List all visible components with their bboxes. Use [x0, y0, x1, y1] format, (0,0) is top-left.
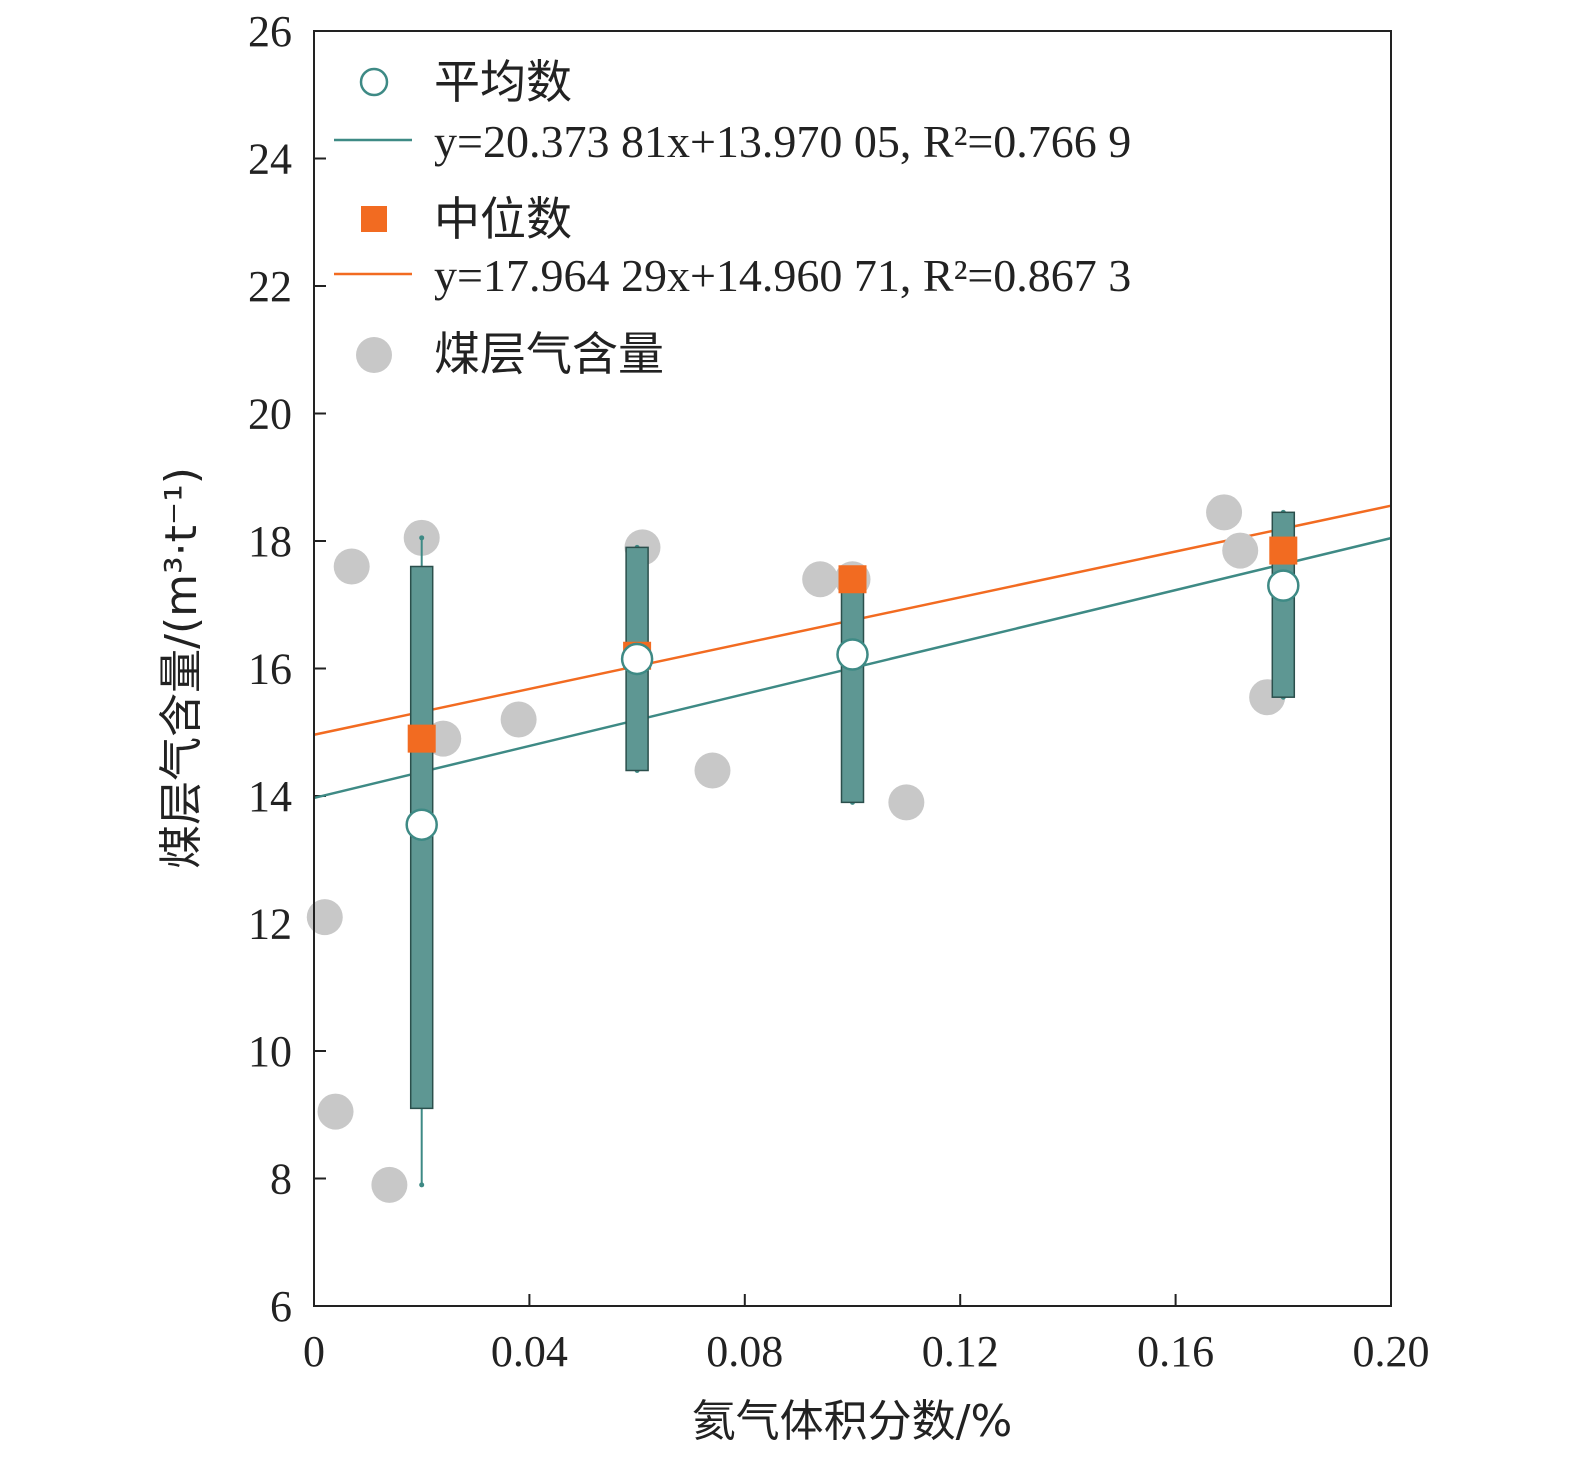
- x-axis-title: 氦气体积分数/%: [692, 1396, 1013, 1447]
- legend-raw-marker: [356, 337, 392, 373]
- x-tick-label: 0.20: [1353, 1327, 1430, 1376]
- legend-mean-marker: [359, 67, 389, 97]
- raw-points: [306, 494, 1286, 1203]
- legend-mean-label: 平均数: [434, 55, 572, 109]
- box-plots: [409, 509, 1296, 1188]
- raw-point: [1206, 494, 1243, 531]
- y-tick-label: 12: [248, 900, 292, 949]
- x-tick-label: 0.16: [1137, 1327, 1214, 1376]
- y-tick-label: 26: [248, 7, 292, 56]
- mean-point: [836, 638, 869, 671]
- y-tick-label: 10: [248, 1027, 292, 1076]
- median-point: [1269, 536, 1298, 565]
- y-tick-label: 18: [248, 517, 292, 566]
- raw-point: [888, 784, 925, 821]
- y-axis-title: 煤层气含量/(m³·t⁻¹): [156, 467, 207, 869]
- raw-point: [500, 701, 537, 738]
- raw-point: [371, 1166, 408, 1203]
- raw-point: [317, 1093, 354, 1130]
- raw-point: [306, 899, 343, 936]
- y-tick-label: 24: [248, 135, 292, 184]
- y-tick-label: 20: [248, 390, 292, 439]
- median-point: [838, 565, 867, 594]
- plot-frame: [313, 30, 1392, 1307]
- y-tick-label: 22: [248, 262, 292, 311]
- y-tick-label: 8: [270, 1155, 292, 1204]
- raw-point: [802, 561, 839, 598]
- mean-points: [405, 569, 1300, 841]
- legend-median-marker: [361, 206, 387, 232]
- legend-mean-fit-label: y=20.373 81x+13.970 05, R²=0.766 9: [434, 116, 1131, 167]
- legend-raw-label: 煤层气含量: [434, 327, 664, 381]
- median-point: [407, 724, 436, 753]
- y-tick-label: 16: [248, 645, 292, 694]
- axis-ticks: 0 0.04 0.08 0.12 0.16 0.20 6 8 10 12 14 16 18 20 22 24 2…: [248, 7, 1430, 1376]
- y-tick-label: 14: [248, 772, 292, 821]
- mean-point: [620, 642, 654, 676]
- x-tick-label: 0.08: [706, 1327, 783, 1376]
- raw-point: [694, 752, 731, 789]
- mean-point: [1267, 569, 1300, 602]
- y-tick-label: 6: [270, 1282, 292, 1331]
- raw-point: [1222, 532, 1259, 569]
- mean-point: [405, 808, 438, 841]
- box-body: [840, 578, 865, 804]
- box-whisker-cap: [419, 535, 425, 541]
- box-whisker-cap: [419, 1182, 425, 1188]
- raw-point: [333, 548, 370, 585]
- x-tick-label: 0.12: [922, 1327, 999, 1376]
- legend: 平均数 y=20.373 81x+13.970 05, R²=0.766 9 中…: [334, 55, 1131, 381]
- x-tick-label: 0: [303, 1327, 325, 1376]
- legend-median-label: 中位数: [434, 192, 572, 246]
- x-tick-label: 0.04: [491, 1327, 568, 1376]
- legend-median-fit-label: y=17.964 29x+14.960 71, R²=0.867 3: [434, 250, 1131, 301]
